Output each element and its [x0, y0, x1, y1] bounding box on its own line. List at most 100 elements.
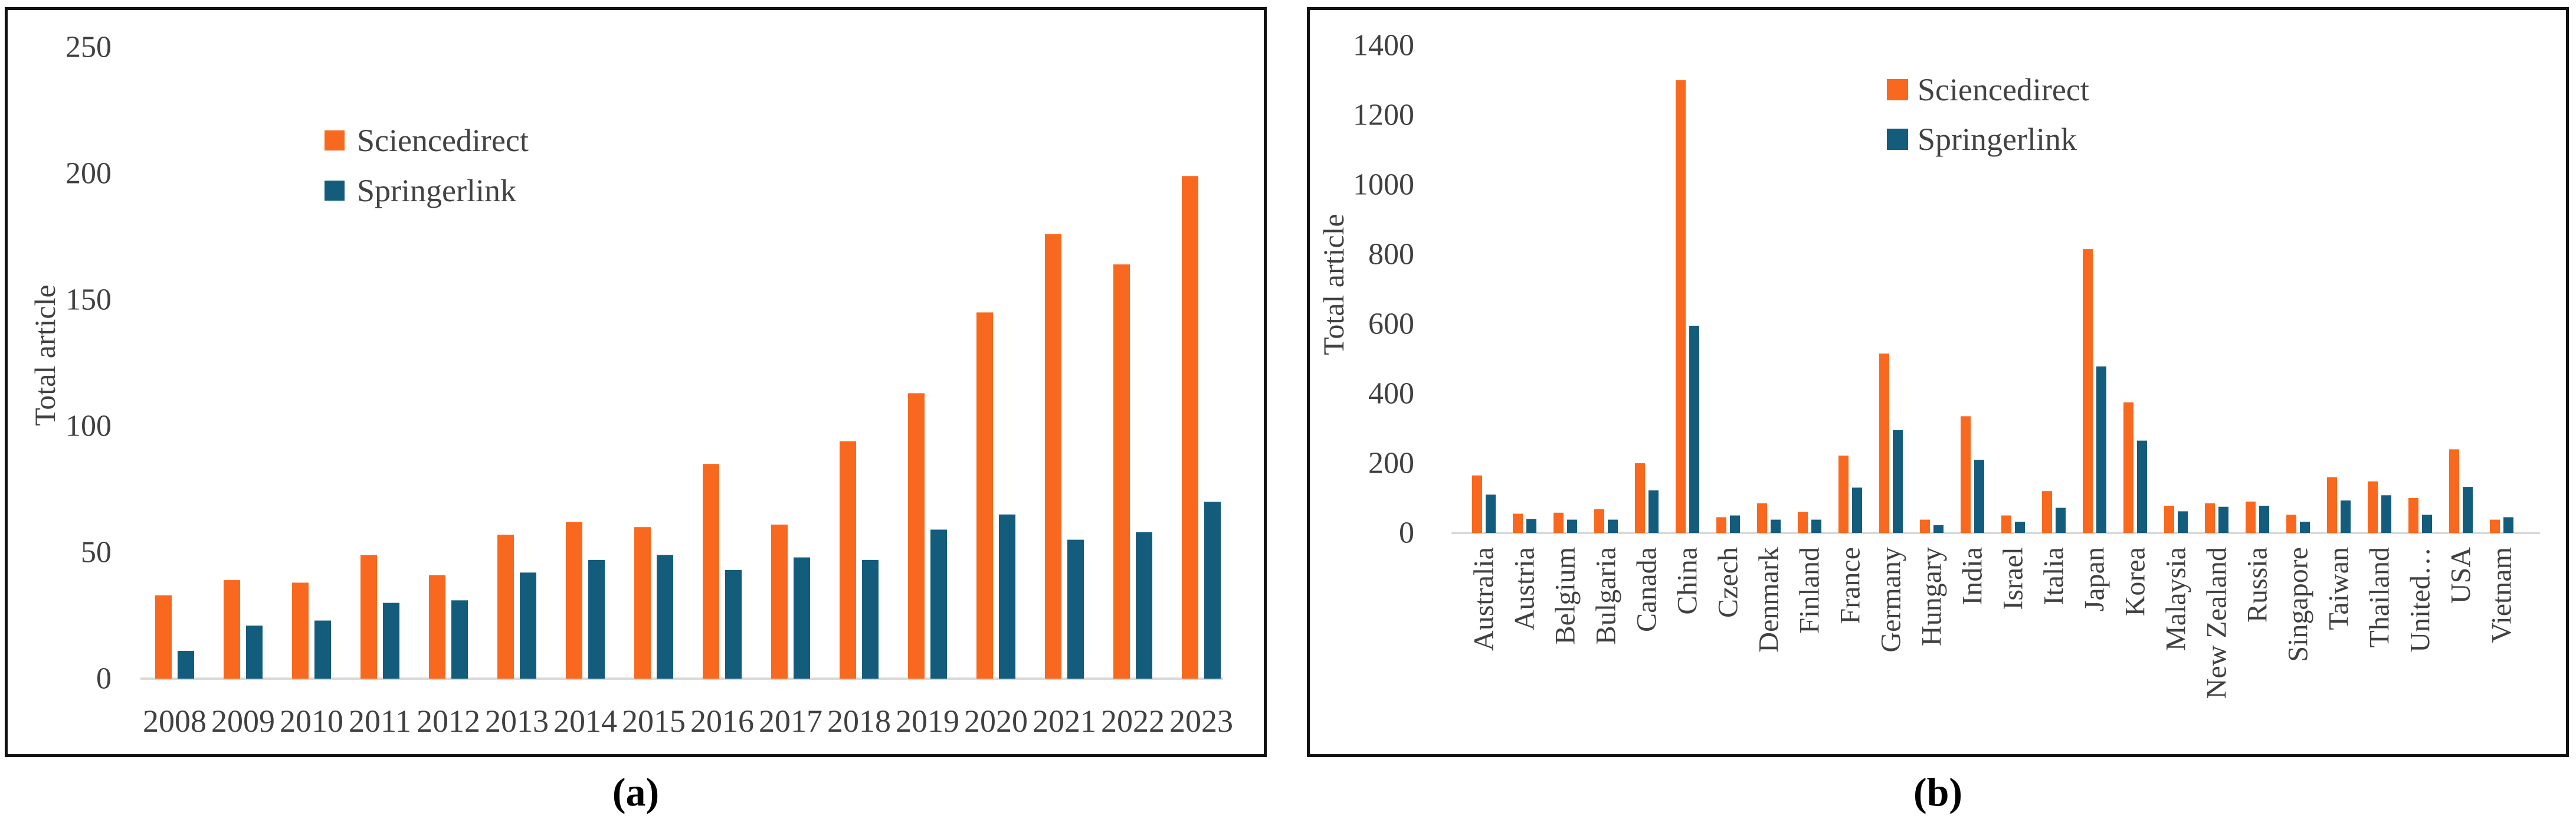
x-category-label: 2012 — [417, 703, 480, 739]
bar-springerlink-2012 — [451, 600, 468, 679]
x-category-label: Austria — [1509, 547, 1541, 630]
bar-springerlink-2018 — [862, 559, 879, 679]
bar-springerlink-china — [1689, 325, 1699, 533]
x-category-label: Belgium — [1550, 547, 1581, 644]
bar-chart-b: 0 200 400 600 800 1000 1200 1400 Australia Austri… — [1317, 29, 2540, 699]
x-category-label: Malaysia — [2161, 547, 2192, 651]
x-category-label: Denmark — [1754, 547, 1785, 653]
x-category-label: Hungary — [1916, 547, 1948, 646]
bar-springerlink-denmark — [1771, 519, 1781, 533]
bar-springerlink-2014 — [588, 559, 605, 679]
x-category-label: Russia — [2242, 547, 2273, 623]
bar-sciencedirect-austria — [1513, 513, 1523, 533]
caption-b: (b) — [1913, 770, 1963, 814]
legend-swatch-sciencedirect — [1887, 79, 1908, 100]
bar-sciencedirect-2008 — [155, 595, 172, 679]
x-category-label: Israel — [1998, 547, 2029, 610]
bar-sciencedirect-hungary — [1920, 519, 1930, 533]
bar-springerlink-japan — [2096, 366, 2106, 533]
x-category-label: 2021 — [1033, 703, 1096, 739]
bar-sciencedirect-2012 — [429, 575, 445, 679]
x-category-label: Thailand — [2364, 547, 2395, 648]
y-axis-title: Total article — [28, 284, 61, 425]
y-tick-label: 1200 — [1353, 99, 1414, 132]
bar-springerlink-korea — [2137, 440, 2147, 533]
bar-sciencedirect-czech — [1716, 517, 1726, 533]
x-category-label: 2019 — [896, 703, 959, 739]
x-category-label: 2008 — [143, 703, 207, 739]
y-axis-title: Total article — [1317, 214, 1350, 355]
bar-springerlink-india — [1974, 460, 1984, 533]
x-category-label: 2015 — [622, 703, 686, 739]
bar-springerlink-australia — [1486, 495, 1496, 533]
bar-springerlink-vietnam — [2503, 517, 2513, 533]
x-category-label: New Zealand — [2201, 547, 2233, 699]
bar-sciencedirect-2015 — [634, 527, 651, 679]
bar-sciencedirect-2011 — [360, 555, 377, 679]
bar-sciencedirect-2017 — [771, 524, 788, 679]
x-category-label: France — [1835, 547, 1866, 624]
x-category-label: 2017 — [759, 703, 822, 739]
bar-springerlink-united- — [2422, 515, 2432, 533]
bar-springerlink-malaysia — [2178, 511, 2188, 533]
x-category-label: USA — [2446, 547, 2477, 604]
bar-springerlink-2008 — [178, 650, 194, 679]
bar-sciencedirect-india — [1961, 416, 1971, 533]
bar-sciencedirect-2019 — [908, 393, 925, 679]
x-category-label: 2023 — [1169, 703, 1233, 739]
legend-label-springerlink: Springerlink — [1918, 122, 2077, 157]
bar-sciencedirect-belgium — [1554, 512, 1564, 533]
x-category-label: Germany — [1876, 547, 1907, 653]
bar-springerlink-canada — [1648, 490, 1659, 533]
x-category-label: Japan — [2079, 547, 2110, 611]
chart-panel-a: 0 50 100 150 200 250 2008 2009 2010 2011 2012 2013 2… — [5, 7, 1267, 757]
bar-sciencedirect-vietnam — [2490, 519, 2500, 533]
bar-sciencedirect-singapore — [2286, 515, 2296, 533]
x-category-label: 2014 — [553, 703, 617, 739]
bar-springerlink-israel — [2015, 522, 2025, 533]
bar-sciencedirect-taiwan — [2327, 477, 2337, 533]
bar-sciencedirect-japan — [2083, 249, 2093, 533]
x-category-label: 2009 — [211, 703, 275, 739]
bar-springerlink-czech — [1730, 515, 1740, 533]
y-tick-label: 200 — [65, 157, 112, 191]
x-category-label: 2016 — [690, 703, 754, 739]
x-category-label: United… — [2405, 547, 2436, 653]
x-category-label: Singapore — [2283, 547, 2314, 662]
y-tick-label: 0 — [96, 662, 112, 696]
bar-springerlink-singapore — [2300, 522, 2310, 533]
bar-springerlink-germany — [1893, 430, 1903, 533]
caption-a: (a) — [612, 770, 660, 814]
y-tick-label: 1400 — [1353, 29, 1414, 63]
bar-sciencedirect-2023 — [1182, 176, 1198, 679]
bar-sciencedirect-2010 — [292, 582, 309, 679]
x-category-label: 2011 — [349, 703, 411, 739]
bar-sciencedirect-2014 — [566, 522, 582, 679]
y-tick-label: 1000 — [1353, 168, 1414, 202]
legend-label-sciencedirect: Sciencedirect — [357, 123, 529, 158]
bar-sciencedirect-thailand — [2368, 481, 2378, 533]
x-category-label: Australia — [1469, 547, 1500, 651]
bar-springerlink-2019 — [930, 529, 947, 679]
bar-sciencedirect-france — [1838, 456, 1849, 533]
y-tick-label: 800 — [1368, 238, 1414, 271]
x-category-label: China — [1672, 547, 1703, 615]
bar-sciencedirect-germany — [1879, 353, 1889, 533]
bar-sciencedirect-canada — [1635, 463, 1645, 533]
x-category-label: 2022 — [1101, 703, 1165, 739]
legend-label-sciencedirect: Sciencedirect — [1918, 72, 2089, 107]
legend-swatch-springerlink — [1887, 129, 1908, 150]
bar-sciencedirect-united- — [2408, 498, 2418, 533]
bar-sciencedirect-russia — [2246, 501, 2256, 533]
y-tick-label: 400 — [1368, 377, 1414, 411]
x-category-label: Bulgaria — [1591, 547, 1622, 644]
bar-sciencedirect-bulgaria — [1594, 509, 1604, 533]
bar-sciencedirect-australia — [1472, 475, 1482, 533]
y-tick-label: 100 — [65, 410, 112, 443]
bar-springerlink-2011 — [383, 603, 399, 679]
bar-springerlink-2020 — [999, 514, 1015, 679]
legend-swatch-springerlink — [325, 181, 345, 201]
bar-springerlink-russia — [2259, 505, 2269, 533]
